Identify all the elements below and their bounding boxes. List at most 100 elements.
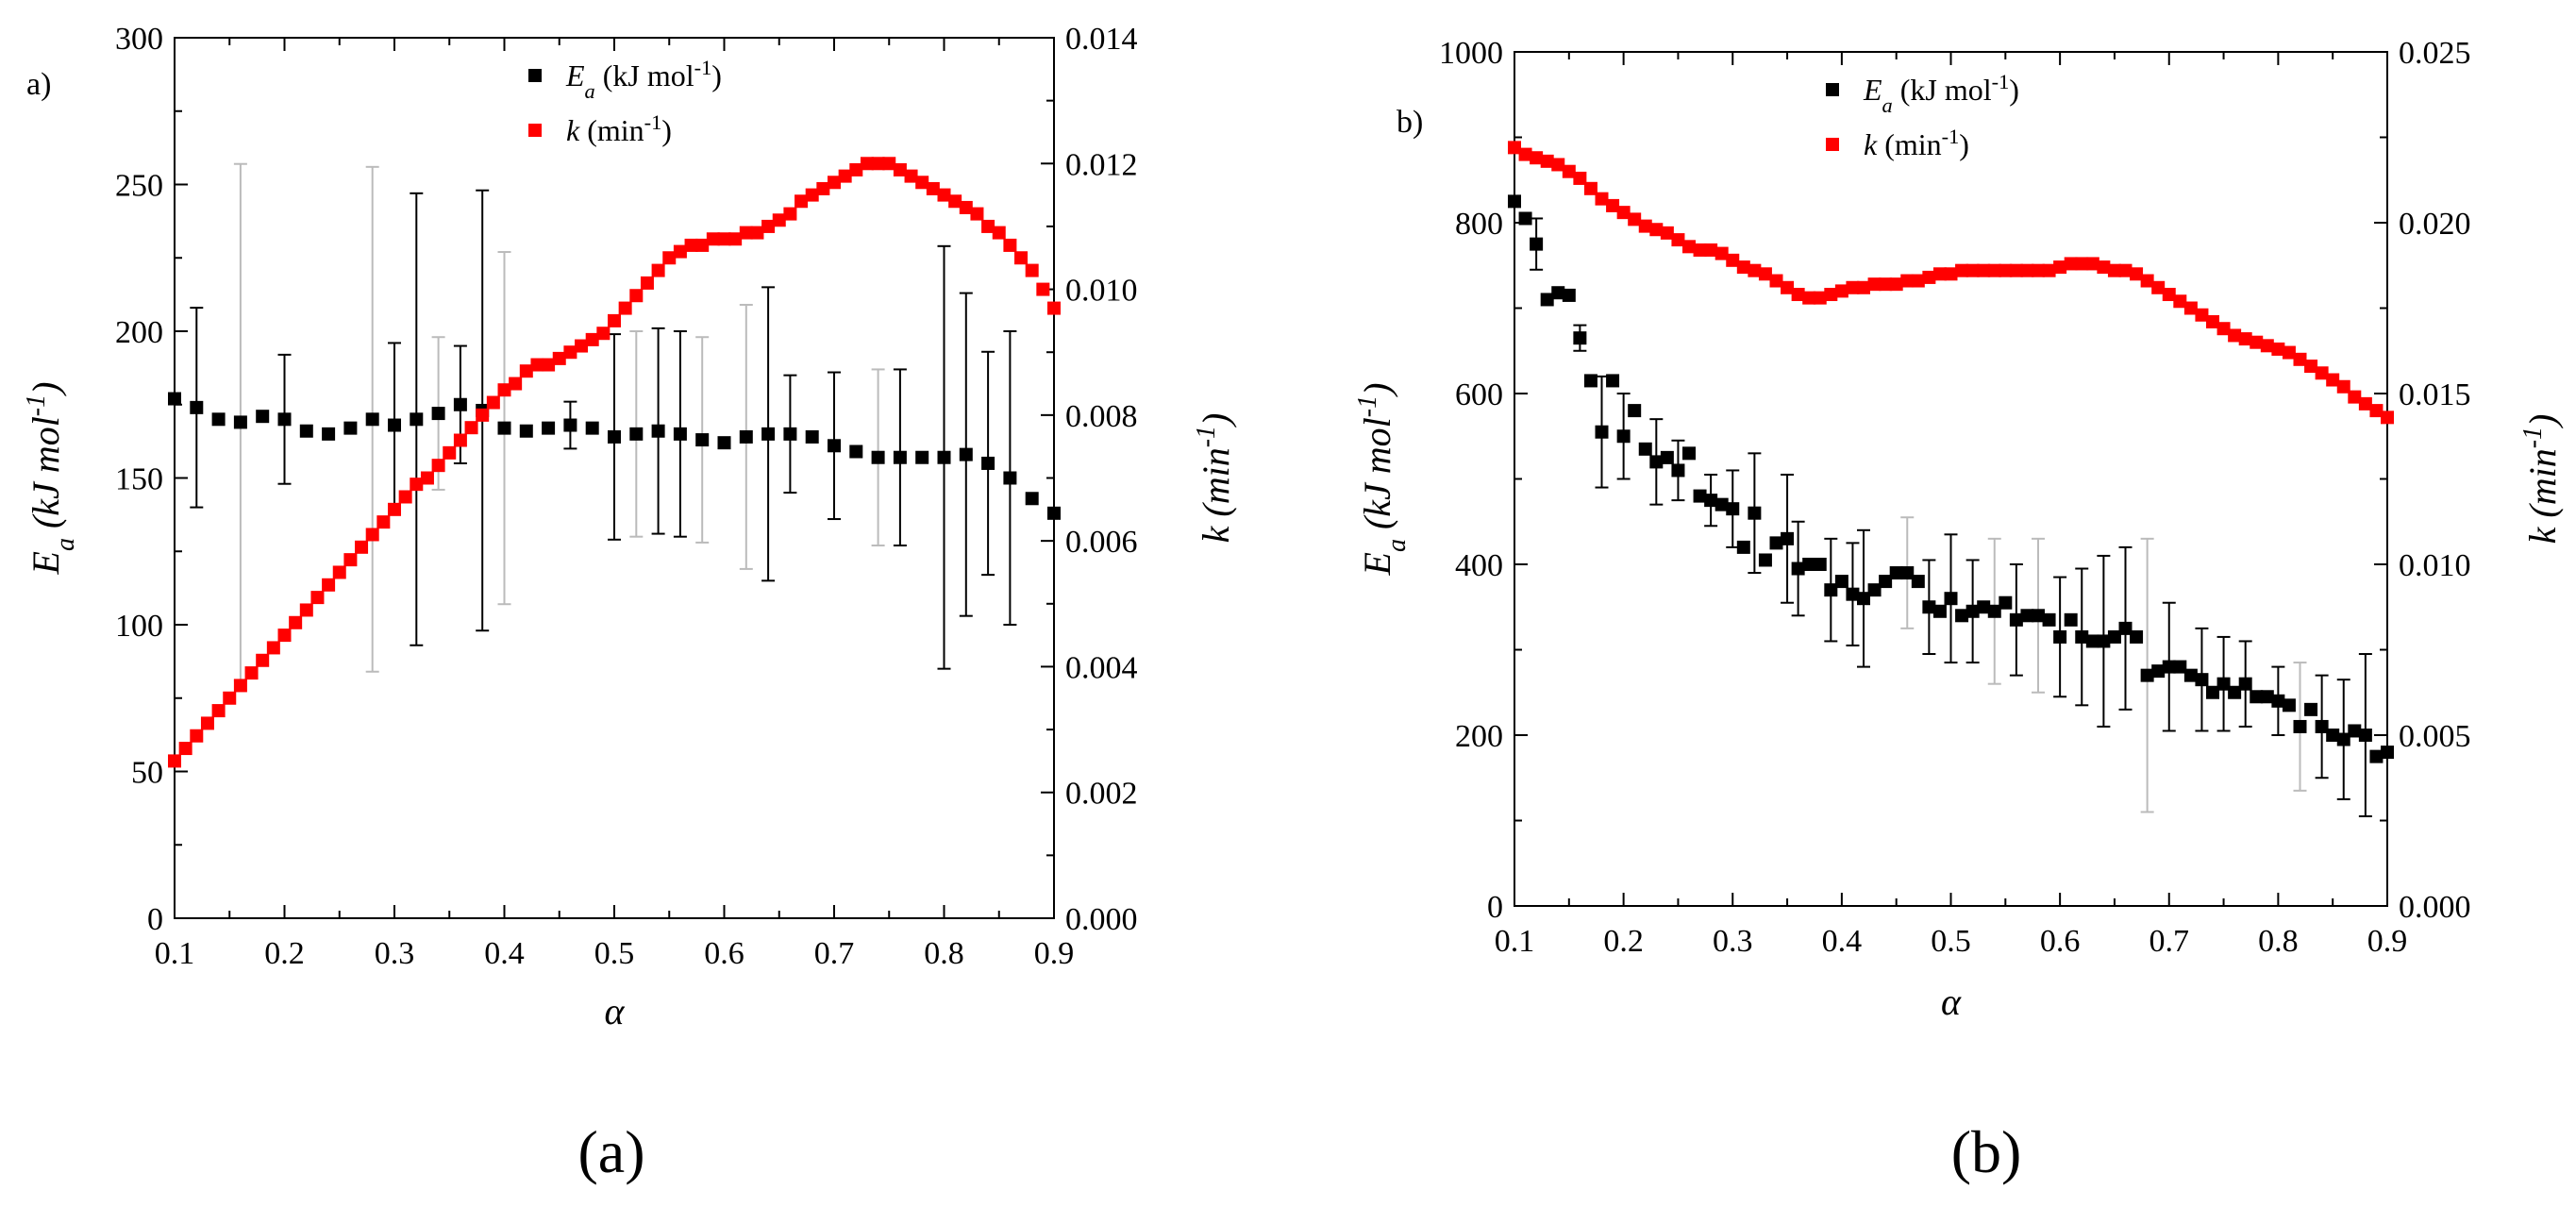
- x-tick-label: 0.3: [375, 936, 415, 971]
- data-point: [2336, 379, 2350, 394]
- data-point: [1003, 471, 1017, 485]
- data-point: [2097, 634, 2111, 648]
- data-point: [828, 176, 841, 190]
- data-point: [1791, 288, 1805, 302]
- data-point: [2293, 352, 2307, 366]
- data-point: [1889, 277, 1903, 292]
- data-point: [233, 415, 247, 429]
- data-point: [1562, 288, 1576, 302]
- data-point: [1726, 502, 1740, 516]
- data-point: [1900, 566, 1915, 580]
- data-point: [761, 219, 776, 233]
- data-point: [453, 397, 467, 411]
- data-point: [915, 176, 929, 190]
- data-point: [190, 400, 204, 414]
- data-point: [343, 421, 358, 435]
- y-right-tick-label: 0.005: [2399, 719, 2471, 754]
- data-point: [684, 238, 698, 252]
- data-point: [1595, 425, 1609, 439]
- y-right-tick-label: 0.020: [2399, 207, 2471, 242]
- data-point: [2195, 308, 2209, 322]
- data-point: [2183, 301, 2198, 315]
- x-axis-label: α: [1941, 981, 1962, 1023]
- data-point: [2020, 609, 2034, 623]
- y-right-tick-label: 0.000: [2399, 890, 2471, 925]
- legend-label: k (min-1): [566, 110, 672, 148]
- data-point: [783, 207, 797, 221]
- data-point: [959, 447, 973, 461]
- data-point: [431, 407, 445, 421]
- data-point: [1693, 243, 1707, 257]
- x-tick-label: 0.4: [1822, 924, 1863, 959]
- data-point: [1682, 240, 1696, 254]
- data-point: [2173, 294, 2187, 309]
- data-point: [1889, 566, 1903, 580]
- data-point: [2326, 729, 2340, 742]
- data-point: [1758, 267, 1772, 281]
- data-point: [717, 436, 731, 450]
- data-point: [2315, 719, 2329, 733]
- y-right-tick-label: 0.025: [2399, 36, 2471, 71]
- data-point: [1671, 463, 1685, 478]
- y-left-tick-label: 800: [1455, 207, 1503, 242]
- data-point: [2075, 257, 2089, 271]
- data-point: [256, 653, 270, 667]
- data-point: [2032, 263, 2045, 277]
- x-tick-label: 0.9: [1034, 936, 1075, 971]
- series-ea: [1508, 194, 2394, 817]
- data-point: [1671, 233, 1685, 247]
- data-point: [1628, 404, 1642, 418]
- data-point: [497, 421, 511, 435]
- y-left-axis-label: Ea (kJ mol-1): [22, 382, 80, 576]
- data-point: [2118, 621, 2133, 635]
- data-point: [310, 591, 325, 605]
- data-point: [1025, 263, 1039, 277]
- caption-a: (a): [577, 1118, 644, 1185]
- data-point: [739, 429, 753, 444]
- y-left-tick-label: 200: [115, 315, 163, 350]
- data-point: [651, 263, 665, 277]
- data-point: [585, 421, 599, 435]
- x-tick-label: 0.2: [264, 936, 305, 971]
- data-point: [1834, 284, 1848, 298]
- data-point: [2315, 366, 2329, 380]
- data-point: [2381, 746, 2394, 760]
- data-point: [2009, 263, 2023, 277]
- data-point: [1616, 429, 1631, 444]
- data-point: [1025, 492, 1039, 506]
- y-right-tick-label: 0.014: [1065, 22, 1138, 57]
- data-point: [168, 754, 181, 768]
- data-point: [2293, 719, 2307, 733]
- y-right-axis-label: k (min-1): [1192, 413, 1238, 544]
- data-point: [2064, 612, 2078, 627]
- data-point: [1748, 263, 1762, 277]
- data-point: [1834, 575, 1848, 589]
- x-tick-label: 0.8: [924, 936, 964, 971]
- data-point: [2064, 257, 2078, 271]
- y-right-tick-label: 0.000: [1065, 902, 1138, 937]
- data-point: [1562, 164, 1576, 178]
- data-point: [2358, 396, 2372, 411]
- data-point: [563, 345, 577, 360]
- y-right-tick-label: 0.010: [2399, 548, 2471, 583]
- data-point: [542, 358, 556, 372]
- data-point: [1769, 274, 1783, 288]
- data-point: [1965, 604, 1980, 618]
- data-point: [1003, 238, 1017, 252]
- x-tick-label: 0.4: [484, 936, 525, 971]
- data-point: [2162, 288, 2176, 302]
- data-point: [783, 427, 797, 441]
- data-point: [1911, 575, 1925, 589]
- data-point: [2381, 411, 2394, 425]
- data-point: [1715, 246, 1729, 260]
- data-point: [1977, 263, 1991, 277]
- data-point: [959, 200, 973, 214]
- data-point: [1987, 263, 2001, 277]
- data-point: [981, 456, 995, 470]
- data-point: [2326, 373, 2340, 387]
- panel-label: a): [26, 67, 51, 102]
- data-point: [849, 162, 863, 176]
- x-tick-label: 0.3: [1713, 924, 1753, 959]
- data-point: [1660, 450, 1674, 464]
